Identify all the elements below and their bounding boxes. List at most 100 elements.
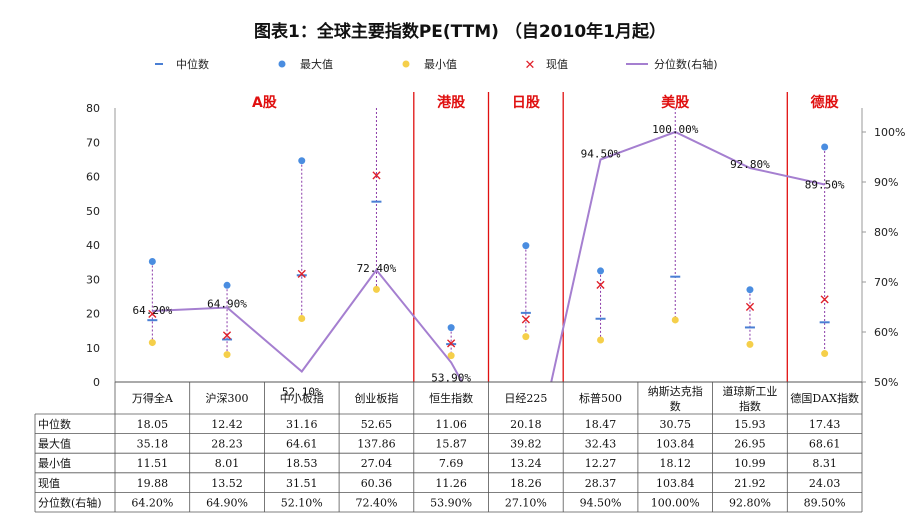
current-point: ✕ <box>744 300 756 316</box>
table-cell: 92.80% <box>729 496 771 509</box>
table-cell: 10.99 <box>734 457 766 470</box>
max-point <box>148 258 156 266</box>
current-point: ✕ <box>819 293 831 309</box>
table-row-label: 最大值 <box>38 437 71 451</box>
legend-max: 最大值 <box>300 57 333 71</box>
table-cell: 27.10% <box>505 496 547 509</box>
table-cell: 17.43 <box>809 418 841 431</box>
left-tick-label: 30 <box>86 273 100 286</box>
category-label: 德国DAX指数 <box>790 391 859 405</box>
table-cell: 13.52 <box>211 477 243 490</box>
category-label: 万得全A <box>132 391 174 405</box>
percentile-line <box>152 130 825 382</box>
table-cell: 18.12 <box>660 457 692 470</box>
table-cell: 12.27 <box>585 457 617 470</box>
max-point <box>746 286 754 294</box>
table-cell: 137.86 <box>357 438 396 451</box>
min-point <box>372 285 380 293</box>
legend-median: 中位数 <box>176 57 209 71</box>
max-point <box>223 281 231 289</box>
percentile-label: 64.20% <box>132 304 172 317</box>
right-tick-label: 90% <box>874 176 898 189</box>
percentile-label: 94.50% <box>581 148 621 161</box>
legend-percentile: 分位数(右轴) <box>654 57 718 71</box>
table-cell: 7.69 <box>439 457 464 470</box>
max-point <box>447 324 455 332</box>
table-cell: 11.51 <box>137 457 169 470</box>
table-cell: 103.84 <box>656 438 695 451</box>
table-cell: 15.87 <box>435 438 467 451</box>
legend-max-marker <box>278 60 286 68</box>
percentile-label: 72.40% <box>357 262 397 275</box>
table-cell: 8.01 <box>215 457 240 470</box>
legend: 中位数 最大值 最小值 ✕ 现值 分位数(右轴) <box>155 57 718 73</box>
table-row-label: 现值 <box>38 477 60 490</box>
table-row-label: 最小值 <box>38 457 71 470</box>
table-cell: 13.24 <box>510 457 542 470</box>
table-cell: 26.95 <box>734 438 766 451</box>
category-label: 道琼斯工业 <box>722 384 777 398</box>
category-label: 恒生指数 <box>429 391 473 405</box>
current-point: ✕ <box>146 307 158 323</box>
category-label: 沪深300 <box>206 391 249 405</box>
table-cell: 18.47 <box>585 418 617 431</box>
table-cell: 53.90% <box>430 496 472 509</box>
legend-min-marker <box>402 60 410 68</box>
category-label: 指数 <box>739 399 761 413</box>
current-point: ✕ <box>595 278 607 294</box>
min-point <box>671 316 679 324</box>
max-point <box>597 267 605 275</box>
data-marks: ✕✕✕✕✕✕✕✕ ✕64.20% 64.90%52.10%72.40%53.90%9… <box>132 108 845 399</box>
percentile-label: 52.10% <box>282 386 322 399</box>
table-cell: 18.53 <box>286 457 318 470</box>
table-cell: 52.10% <box>281 496 323 509</box>
percentile-label: 89.50% <box>805 179 845 192</box>
region-label: 美股 <box>661 94 690 111</box>
category-label: 纳斯达克指 <box>648 384 703 398</box>
table-cell: 19.88 <box>137 477 169 490</box>
table-cell: 21.92 <box>734 477 766 490</box>
table-cell: 52.65 <box>361 418 393 431</box>
table-cell: 28.23 <box>211 438 243 451</box>
max-point <box>821 143 829 151</box>
table-cell: 31.16 <box>286 418 318 431</box>
legend-current-marker: ✕ <box>525 58 536 73</box>
percentile-label: 64.90% <box>207 298 247 311</box>
axes: 0 10 20 30 40 50 60 70 80 50% 60% 70% 80% 90% 100% <box>86 102 905 389</box>
table-cell: 11.06 <box>435 418 467 431</box>
chart-title: 图表1：全球主要指数PE(TTM) （自2010年1月起） <box>254 21 666 42</box>
category-label: 中小板指 <box>280 391 324 405</box>
left-tick-label: 0 <box>93 376 100 389</box>
table-cell: 30.75 <box>660 418 692 431</box>
current-point: ✕ <box>371 168 383 184</box>
min-point <box>746 340 754 348</box>
table-cell: 8.31 <box>812 457 837 470</box>
region-label: A股 <box>252 95 278 111</box>
table-cell: 94.50% <box>580 496 622 509</box>
min-point <box>223 351 231 359</box>
current-point: ✕ <box>296 267 308 283</box>
region-label: 德股 <box>811 94 840 111</box>
min-point <box>298 315 306 323</box>
table-cell: 27.04 <box>361 457 393 470</box>
right-tick-label: 80% <box>874 226 898 239</box>
percentile-label: 92.80% <box>730 158 770 171</box>
legend-current: 现值 <box>546 58 568 71</box>
min-point <box>148 339 156 347</box>
region-label: 日股 <box>512 95 541 111</box>
current-point: ✕ <box>445 336 457 352</box>
table-cell: 24.03 <box>809 477 841 490</box>
left-tick-label: 60 <box>86 171 100 184</box>
table-cell: 12.42 <box>211 418 243 431</box>
table-cell: 20.18 <box>510 418 542 431</box>
max-point <box>298 157 306 165</box>
category-label: 数 <box>670 400 681 413</box>
left-tick-label: 10 <box>86 342 100 355</box>
table-cell: 11.26 <box>435 477 467 490</box>
left-tick-label: 80 <box>86 102 100 115</box>
percentile-label: 53.90% <box>431 372 471 385</box>
current-point: ✕ <box>520 312 532 328</box>
legend-min: 最小值 <box>424 58 457 71</box>
